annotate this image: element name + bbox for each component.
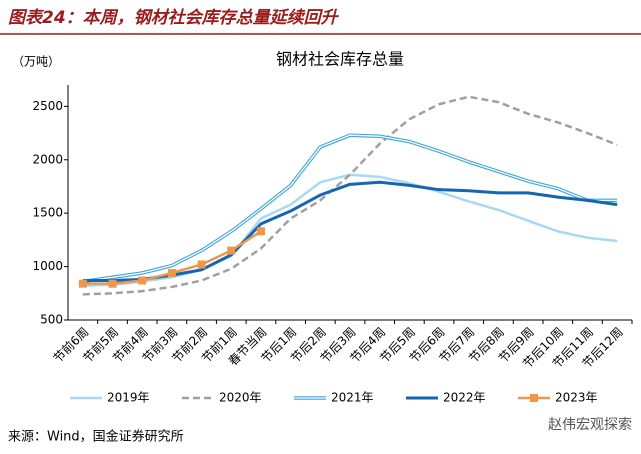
point bbox=[256, 227, 265, 236]
watermark: 赵伟宏观探索 bbox=[548, 416, 632, 433]
point bbox=[108, 279, 117, 288]
series-line-inner bbox=[82, 134, 618, 283]
point bbox=[227, 246, 236, 255]
chart-title: 钢材社会库存总量 bbox=[276, 50, 404, 69]
source: 来源：Wind，国金证券研究所 bbox=[8, 429, 184, 445]
point bbox=[167, 269, 176, 277]
point bbox=[197, 260, 206, 269]
y-axis-label: （万吨） bbox=[12, 55, 60, 69]
y-tick-label: 2000 bbox=[32, 152, 63, 166]
legend-marker bbox=[530, 394, 538, 402]
y-tick-label: 1000 bbox=[32, 259, 63, 273]
y-tick-label: 500 bbox=[40, 313, 63, 327]
y-tick-label: 1500 bbox=[32, 206, 63, 220]
legend-label: 2019年 bbox=[107, 391, 150, 405]
legend-label: 2022年 bbox=[443, 391, 486, 405]
legend-label: 2020年 bbox=[219, 391, 262, 405]
series-line bbox=[82, 95, 618, 296]
series-line bbox=[82, 133, 618, 284]
legend-label: 2021年 bbox=[331, 391, 374, 405]
figure-title: 图表24：本周，钢材社会库存总量延续回升 bbox=[8, 8, 340, 28]
point bbox=[138, 276, 147, 285]
point bbox=[78, 279, 87, 288]
legend-label: 2023年 bbox=[555, 391, 598, 405]
y-tick-label: 2500 bbox=[32, 99, 63, 113]
series-line bbox=[82, 180, 618, 282]
